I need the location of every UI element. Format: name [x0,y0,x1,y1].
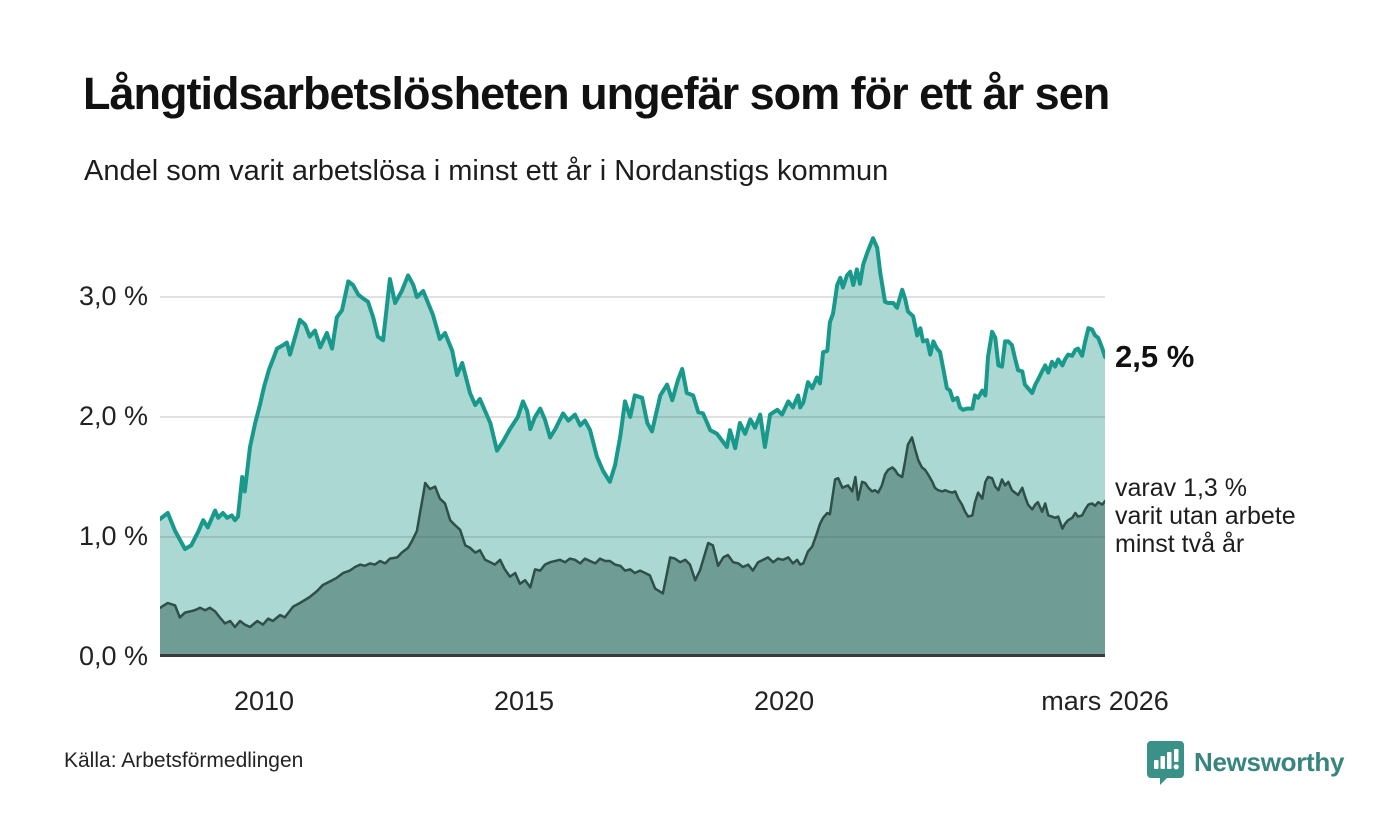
newsworthy-logo-icon [1147,741,1184,785]
two-year-annotation-line3: minst två år [1115,530,1245,558]
page-subtitle: Andel som varit arbetslösa i minst ett å… [84,155,889,187]
x-tick-label: 2020 [754,686,815,716]
two-year-annotation-line2: varit utan arbete [1115,502,1296,530]
line-one-year [160,236,1105,551]
newsworthy-brand-text: Newsworthy [1194,747,1345,777]
two-year-annotation-line1: varav 1,3 % [1115,474,1248,502]
x-tick-label: 2015 [494,686,555,716]
newsworthy-brand: Newsworthy [1146,740,1344,785]
page-title: Långtidsarbetslösheten ungefär som för e… [83,68,1110,119]
x-tick-label: mars 2026 [1041,686,1169,716]
latest-total-annotation: 2,5 % [1115,339,1195,374]
area-fill-two-year [160,437,1105,657]
unemployment-area-chart [160,236,1105,657]
line-two-year [160,436,1105,629]
y-tick-label: 0,0 % [78,640,148,671]
x-tick-label: 2010 [233,686,295,716]
y-tick-label: 1,0 % [78,520,148,551]
y-tick-label: 3,0 % [78,280,148,311]
y-tick-label: 2,0 % [78,400,148,431]
source-credit: Källa: Arbetsförmedlingen [64,749,304,772]
two-year-annotation: varav 1,3 % varit utan arbete minst två … [1115,474,1296,558]
